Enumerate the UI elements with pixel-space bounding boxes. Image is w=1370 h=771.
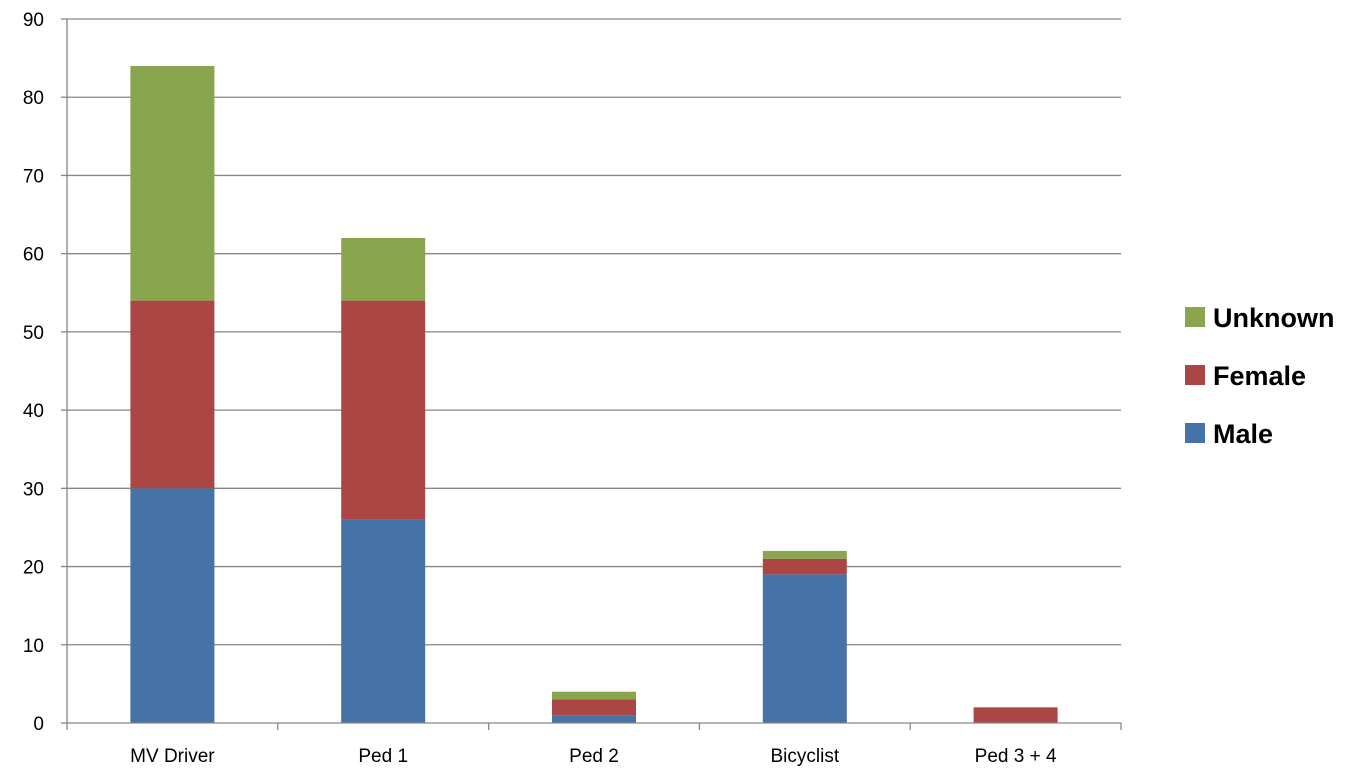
axes: 0 10 20 30 40 50 60 70 80 90 MV Driver Ped 1 Ped 2 Bi…: [23, 10, 1122, 767]
legend-swatch-unknown: [1185, 307, 1205, 327]
bar-segment-unknown: [130, 65, 215, 301]
y-tick-label: 20: [23, 558, 44, 579]
y-tick-label: 10: [23, 636, 44, 657]
bars: [130, 65, 1058, 723]
bar-segment-female: [341, 300, 426, 520]
bar-segment-female: [552, 699, 636, 716]
bar-segment-unknown: [552, 691, 636, 700]
bar-segment-male: [130, 488, 215, 723]
bar-segment-female: [762, 558, 847, 575]
legend-swatch-female: [1185, 365, 1205, 385]
gridlines: [67, 18, 1121, 646]
legend-swatch-male: [1185, 423, 1205, 443]
x-tick-label: Bicyclist: [770, 746, 839, 767]
x-tick-label: Ped 2: [569, 746, 619, 767]
bar-segment-unknown: [341, 238, 426, 301]
legend-label-female: Female: [1213, 361, 1306, 391]
legend: Unknown Female Male: [1185, 303, 1335, 449]
x-tick-label: MV Driver: [130, 746, 215, 767]
bar-segment-unknown: [762, 550, 847, 559]
bar-segment-male: [341, 519, 426, 723]
bar-segment-male: [762, 574, 847, 723]
x-tick-label: Ped 1: [358, 746, 408, 767]
y-tick-label: 60: [23, 245, 44, 266]
bar-segment-female: [130, 300, 215, 489]
y-tick-label: 50: [23, 323, 44, 344]
y-tick-label: 30: [23, 479, 44, 500]
legend-label-unknown: Unknown: [1213, 303, 1335, 333]
y-tick-label: 80: [23, 88, 44, 109]
y-tick-label: 0: [33, 714, 44, 735]
y-tick-label: 90: [23, 10, 44, 31]
legend-label-male: Male: [1213, 419, 1273, 449]
bar-segment-female: [973, 707, 1058, 723]
y-tick-label: 40: [23, 401, 44, 422]
x-tick-label: Ped 3 + 4: [975, 746, 1057, 767]
bar-segment-male: [552, 715, 636, 723]
y-tick-label: 70: [23, 166, 44, 187]
